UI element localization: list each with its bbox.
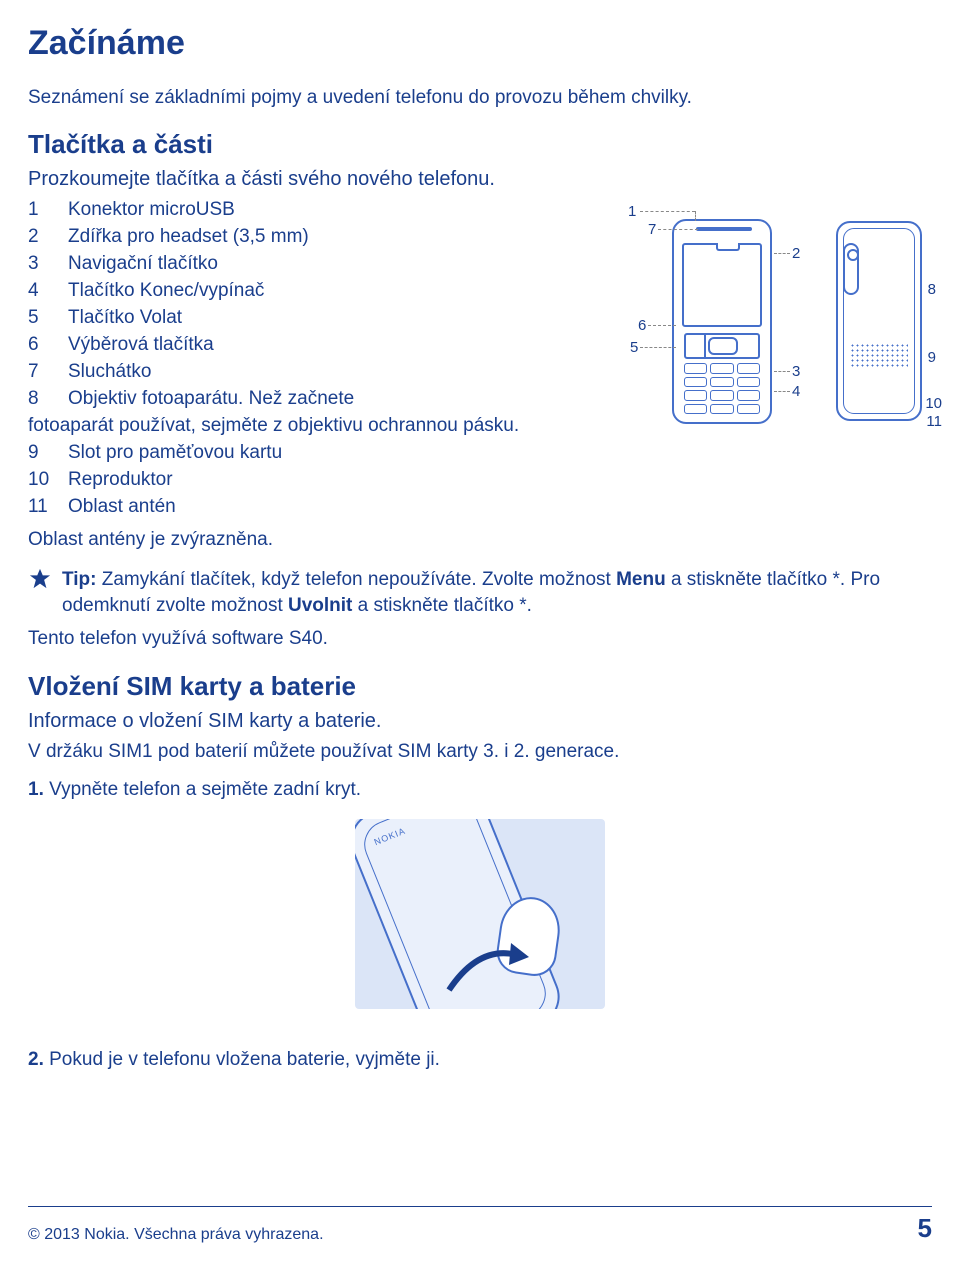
part-label-wrap: fotoaparát používat, sejměte z objektivu… xyxy=(28,413,564,440)
phone-front-outline xyxy=(672,219,772,424)
part-label: Slot pro paměťovou kartu xyxy=(68,440,282,467)
page-number: 5 xyxy=(918,1213,932,1244)
section-buttons-parts: Tlačítka a části xyxy=(28,129,932,160)
callout-5: 5 xyxy=(630,339,638,356)
part-num: 11 xyxy=(28,494,50,521)
part-label: Navigační tlačítko xyxy=(68,251,218,278)
part-label: Tlačítko Konec/vypínač xyxy=(68,278,264,305)
tip-block: Tip: Zamykání tlačítek, když telefon nep… xyxy=(28,567,932,618)
part-num: 8 xyxy=(28,386,50,413)
callout-9: 9 xyxy=(928,349,936,366)
phone-back-outline xyxy=(836,221,922,421)
s40-note: Tento telefon využívá software S40. xyxy=(28,626,932,652)
antenna-note: Oblast antény je zvýrazněna. xyxy=(28,527,932,553)
part-label: Konektor microUSB xyxy=(68,197,235,224)
section-insert-sim: Vložení SIM karty a baterie xyxy=(28,671,932,702)
page-footer: © 2013 Nokia. Všechna práva vyhrazena. 5 xyxy=(28,1206,932,1244)
part-label: Výběrová tlačítka xyxy=(68,332,214,359)
step-num: 1. xyxy=(28,779,44,800)
tip-label: Tip: xyxy=(62,569,96,590)
callout-2: 2 xyxy=(792,245,800,262)
part-label: Tlačítko Volat xyxy=(68,305,182,332)
part-num: 9 xyxy=(28,440,50,467)
part-num: 7 xyxy=(28,359,50,386)
callout-8: 8 xyxy=(928,281,936,298)
back-cover-figure xyxy=(355,819,605,1009)
star-icon xyxy=(28,567,52,591)
part-label: Oblast antén xyxy=(68,494,176,521)
part-num: 4 xyxy=(28,278,50,305)
sim-gen-note: V držáku SIM1 pod baterií můžete používa… xyxy=(28,739,932,765)
callout-7: 7 xyxy=(648,221,656,238)
callout-3: 3 xyxy=(792,363,800,380)
step-1: 1. Vypněte telefon a sejměte zadní kryt. xyxy=(28,779,932,801)
section-sub: Prozkoumejte tlačítka a části svého nové… xyxy=(28,168,932,191)
step-text: Pokud je v telefonu vložena baterie, vyj… xyxy=(44,1049,440,1070)
part-num: 10 xyxy=(28,467,50,494)
callout-4: 4 xyxy=(792,383,800,400)
callout-11: 11 xyxy=(926,413,942,430)
tip-text-1: Zamykání tlačítek, když telefon nepoužív… xyxy=(96,569,616,590)
tip-uvolnit: Uvolnit xyxy=(288,595,352,616)
part-num: 2 xyxy=(28,224,50,251)
part-num: 1 xyxy=(28,197,50,224)
callout-6: 6 xyxy=(638,317,646,334)
part-label: Objektiv fotoaparátu. Než začnete xyxy=(68,386,354,413)
section-sim-sub: Informace o vložení SIM karty a baterie. xyxy=(28,710,932,733)
step-num: 2. xyxy=(28,1049,44,1070)
step-2: 2. Pokud je v telefonu vložena baterie, … xyxy=(28,1049,932,1071)
part-label: Reproduktor xyxy=(68,467,173,494)
part-label: Sluchátko xyxy=(68,359,151,386)
callout-1: 1 xyxy=(628,203,636,220)
page-title: Začínáme xyxy=(28,24,932,63)
callout-10: 10 xyxy=(925,395,942,412)
tip-text-3: a stiskněte tlačítko *. xyxy=(352,595,532,616)
copyright: © 2013 Nokia. Všechna práva vyhrazena. xyxy=(28,1226,324,1244)
intro-text: Seznámení se základními pojmy a uvedení … xyxy=(28,85,932,111)
part-num: 5 xyxy=(28,305,50,332)
part-num: 3 xyxy=(28,251,50,278)
part-num: 6 xyxy=(28,332,50,359)
tip-menu: Menu xyxy=(616,569,666,590)
step-text: Vypněte telefon a sejměte zadní kryt. xyxy=(44,779,361,800)
arrow-icon xyxy=(439,935,529,1009)
parts-list: 1 Konektor microUSB 2 Zdířka pro headset (… xyxy=(28,197,564,521)
phone-diagram: 1 7 6 5 2 3 4 8 9 10 11 xyxy=(582,199,932,459)
part-label: Zdířka pro headset (3,5 mm) xyxy=(68,224,309,251)
